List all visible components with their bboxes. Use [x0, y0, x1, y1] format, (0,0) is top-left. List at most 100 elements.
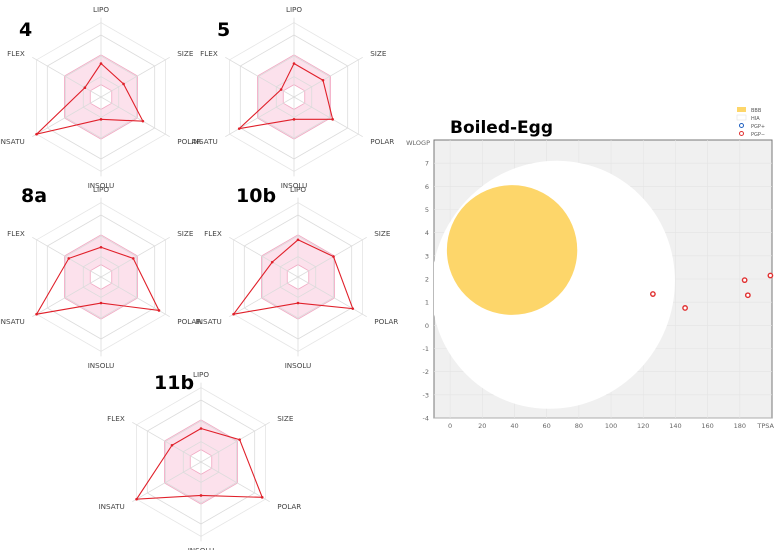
egg-x-tick-label: 180 [734, 422, 746, 430]
egg-x-tick-label: 160 [701, 422, 713, 430]
legend-entry-label: BBB [751, 108, 762, 114]
egg-x-tick-label: 100 [605, 422, 617, 430]
radar-axis-label-flex: FLEX [7, 229, 25, 238]
radar-axis-label-flex: FLEX [107, 414, 125, 423]
radar-axis-label-flex: FLEX [200, 49, 218, 58]
radar-axis-label-flex: FLEX [204, 229, 222, 238]
radar-axis-label-insatu: INSATU [0, 137, 25, 146]
radar-chart-5: LIPO SIZE POLAR INSOLU INSATU FLEX 5 [192, 5, 395, 190]
radar-spoke [200, 421, 270, 463]
radar-axis-label-lipo: LIPO [193, 370, 209, 379]
egg-y-tick-label: 2 [425, 276, 429, 284]
radar-svg-4: LIPO SIZE POLAR INSOLU INSATU FLEX [0, 5, 201, 190]
legend-bbb-swatch [737, 107, 746, 112]
radar-point-insatu [35, 312, 38, 316]
radar-spoke [132, 461, 202, 503]
radar-title-10b: 10b [236, 185, 277, 207]
radar-svg-10b: LIPO SIZE POLAR INSOLU INSATU FLEX [196, 185, 399, 370]
radar-point-flex [67, 257, 71, 260]
radar-spoke [32, 236, 102, 278]
radar-point-size [321, 78, 325, 82]
radar-point-lipo [199, 427, 203, 430]
radar-axis-label-polar: POLAR [370, 137, 394, 146]
radar-spoke [293, 96, 363, 138]
bbb-region-yolk [446, 185, 578, 315]
radar-point-lipo [99, 245, 103, 249]
radar-axis-label-insolu: INSOLU [88, 361, 115, 370]
egg-y-tick-label: 0 [425, 322, 429, 330]
egg-y-tick-label: 7 [425, 160, 429, 168]
egg-y-tick-label: -4 [423, 415, 429, 423]
egg-y-tick-label: 3 [425, 252, 429, 260]
radar-chart-11b: LIPO SIZE POLAR INSOLU INSATU FLEX 11b [99, 370, 302, 550]
radar-axis-label-polar: POLAR [177, 317, 201, 326]
radar-point-polar [331, 118, 334, 121]
radar-spoke [100, 236, 170, 278]
radar-point-lipo [296, 238, 300, 242]
radar-point-flex [170, 443, 174, 447]
radar-axis-label-size: SIZE [277, 414, 294, 423]
radar-point-insatu [35, 132, 38, 136]
radar-point-size [131, 257, 135, 260]
radar-spoke [32, 276, 102, 318]
egg-x-tick-label: 40 [510, 422, 518, 430]
radar-spoke [297, 276, 367, 318]
pgp-minus-point [682, 305, 688, 311]
radar-axis-label-size: SIZE [177, 49, 194, 58]
radar-title-11b: 11b [154, 372, 195, 394]
radar-axis-label-size: SIZE [374, 229, 391, 238]
pgp-minus-point [744, 292, 751, 299]
radar-point-insolu [296, 301, 300, 305]
radar-axis-label-lipo: LIPO [93, 5, 109, 14]
radar-point-polar [351, 307, 355, 310]
egg-x-tick-label: 0 [448, 422, 452, 430]
egg-y-tick-label: 1 [425, 299, 429, 307]
radar-chart-8a: LIPO SIZE POLAR INSOLU INSATU FLEX 8a [0, 185, 201, 370]
radar-axis-label-insatu: INSATU [99, 502, 125, 511]
boiled-egg-chart: 0 20 40 60 80 100 120 140 160 180 -4 -3 -2 -1 0 1 2 3 4 5 6 7… [394, 100, 782, 430]
egg-x-tick-label: 80 [575, 422, 583, 430]
radar-point-polar [141, 119, 145, 123]
radar-axis-label-size: SIZE [370, 49, 387, 58]
egg-y-tick-label: -3 [423, 391, 429, 399]
legend-entry-label: HIA [751, 116, 760, 122]
pgp-minus-point [649, 291, 656, 297]
egg-x-tick-label: 60 [543, 422, 551, 430]
radar-axis-label-lipo: LIPO [286, 5, 302, 14]
egg-x-tick-label: 20 [478, 422, 486, 430]
legend-entry-label: PGP− [751, 132, 765, 138]
radar-point-polar [260, 496, 264, 499]
radar-svg-5: LIPO SIZE POLAR INSOLU INSATU FLEX [192, 5, 395, 190]
radar-spoke [100, 96, 170, 138]
egg-y-tick-label: -2 [423, 368, 429, 376]
radar-axis-label-polar: POLAR [374, 317, 398, 326]
radar-axis-label-lipo: LIPO [93, 185, 109, 194]
radar-point-insatu [237, 127, 241, 130]
radar-spoke [229, 276, 299, 318]
radar-title-4: 4 [19, 19, 33, 41]
radar-axis-label-size: SIZE [177, 229, 194, 238]
radar-axis-label-insolu: INSOLU [88, 181, 115, 190]
radar-axis-label-insatu: INSATU [0, 317, 25, 326]
radar-point-size [332, 255, 335, 258]
egg-x-axis-label: TPSA [756, 422, 774, 430]
radar-spoke [200, 461, 270, 503]
radar-title-5: 5 [217, 19, 231, 41]
radar-chart-10b: LIPO SIZE POLAR INSOLU INSATU FLEX 10b [196, 185, 399, 370]
radar-axis-label-insolu: INSOLU [188, 546, 215, 550]
radar-spoke [225, 56, 295, 98]
radar-point-lipo [99, 62, 103, 65]
radar-axis-label-insolu: INSOLU [281, 181, 308, 190]
legend-pgp-minus-marker [739, 131, 744, 136]
radar-axis-label-insolu: INSOLU [285, 361, 312, 370]
radar-axis-label-insatu: INSATU [192, 137, 218, 146]
egg-x-tick-label: 140 [669, 422, 681, 430]
radar-spoke [32, 96, 102, 138]
legend-entry-label: PGP+ [751, 124, 765, 130]
boiled-egg-title: Boiled-Egg [450, 118, 553, 138]
pgp-minus-point [741, 277, 748, 284]
radar-point-polar [157, 309, 161, 312]
radar-point-lipo [292, 62, 296, 65]
radar-axis-label-flex: FLEX [7, 49, 25, 58]
egg-y-axis-label: WLOGP [406, 139, 430, 147]
